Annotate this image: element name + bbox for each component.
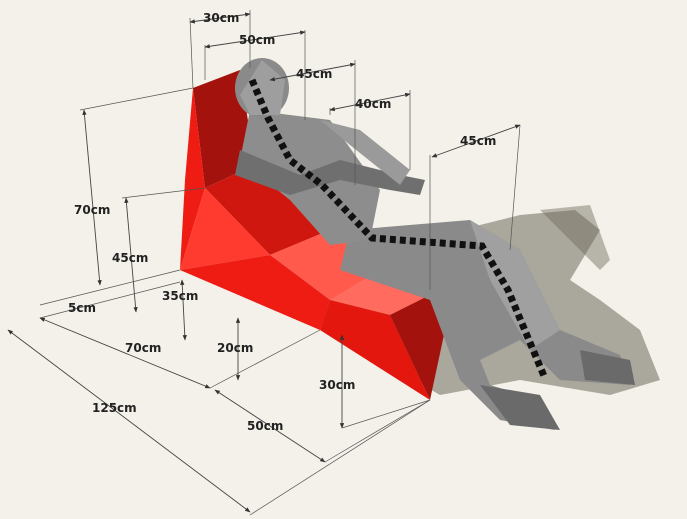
dim-label-right-45: 45cm: [460, 134, 496, 148]
dim-label-base-50: 50cm: [247, 419, 283, 433]
dim-label-base-125: 125cm: [92, 401, 137, 415]
dim-label-left-45: 45cm: [112, 251, 148, 265]
dim-label-top-40: 40cm: [355, 97, 391, 111]
dim-label-base-70: 70cm: [125, 341, 161, 355]
dim-label-left-70: 70cm: [74, 203, 110, 217]
spine-line: [248, 78, 548, 378]
figure-legs: [340, 220, 630, 430]
dim-label-left-5: 5cm: [68, 301, 96, 315]
dim-label-mid-20: 20cm: [217, 341, 253, 355]
dimension-labels: 30cm 50cm 45cm 40cm 45cm 70cm 45cm 5cm 3…: [68, 11, 496, 433]
dim-label-top-50: 50cm: [239, 33, 275, 47]
dim-label-mid-30: 30cm: [319, 378, 355, 392]
dim-label-left-35: 35cm: [162, 289, 198, 303]
dim-label-top-45: 45cm: [296, 67, 332, 81]
dimension-lines: [7, 10, 521, 516]
dim-label-top-30: 30cm: [203, 11, 239, 25]
chair-seat: [270, 230, 380, 300]
